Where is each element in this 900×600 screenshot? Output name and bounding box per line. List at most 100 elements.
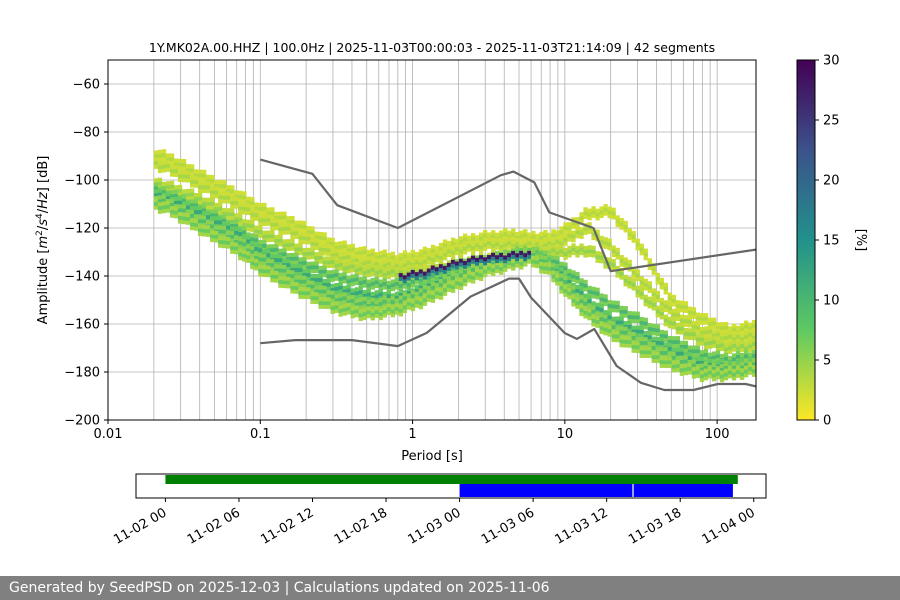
psd-cell [222, 214, 227, 219]
psd-cell [250, 200, 255, 206]
psd-cell [310, 269, 315, 274]
psd-cell [402, 269, 408, 274]
psd-cell [454, 251, 460, 256]
psd-cell [390, 283, 396, 288]
psd-cell [515, 238, 520, 243]
psd-cell [234, 239, 239, 244]
psd-cell [595, 319, 600, 324]
psd-cell [551, 248, 556, 253]
psd-cell [479, 258, 484, 264]
psd-cell [507, 237, 512, 242]
psd-cell [354, 277, 359, 282]
psd-cell [206, 220, 211, 225]
psd-cell [302, 247, 307, 253]
psd-cell [539, 258, 544, 263]
psd-cell [318, 239, 323, 244]
psd-cell [458, 273, 464, 278]
psd-cell [511, 243, 516, 248]
psd-cell [197, 209, 203, 214]
psd-cell [206, 215, 211, 220]
psd-cell [326, 286, 331, 291]
psd-cell [378, 292, 383, 297]
psd-cell [551, 267, 556, 272]
psd-cell [531, 230, 536, 235]
psd-cell [731, 376, 737, 381]
psd-cell [591, 294, 596, 299]
psd-cell [667, 292, 672, 297]
psd-cell [719, 336, 725, 341]
psd-cell [703, 341, 709, 346]
psd-cell [338, 252, 343, 257]
psd-cell [639, 320, 644, 325]
psd-cell [470, 275, 476, 280]
psd-cell [719, 346, 725, 352]
psd-cell [406, 276, 412, 281]
psd-cell [153, 154, 159, 159]
psd-cell [535, 233, 540, 238]
psd-cell [543, 266, 548, 271]
psd-cell [727, 346, 733, 351]
psd-cell [290, 256, 295, 261]
psd-cell [278, 242, 283, 247]
psd-cell [282, 226, 287, 231]
psd-cell [739, 333, 745, 338]
psd-cell [499, 266, 504, 271]
psd-cell [691, 353, 697, 358]
psd-cell [607, 307, 612, 312]
psd-cell [426, 252, 432, 257]
psd-cell [262, 206, 267, 211]
psd-cell [543, 248, 548, 253]
psd-cell [358, 313, 363, 318]
psd-cell [623, 326, 628, 331]
psd-cell [210, 174, 215, 179]
y-tick-label: −120 [64, 222, 100, 237]
psd-cell [623, 343, 628, 348]
psd-cell [707, 325, 713, 330]
psd-cell [571, 217, 576, 222]
psd-cell [322, 301, 327, 306]
psd-cell [214, 213, 219, 218]
psd-cell [731, 347, 737, 352]
psd-cell [270, 226, 275, 231]
psd-cell [519, 254, 524, 259]
psd-cell [161, 168, 167, 173]
psd-cell [571, 234, 576, 239]
psd-cell [390, 293, 396, 298]
psd-cell [362, 249, 367, 254]
psd-cell [751, 331, 756, 336]
psd-cell [430, 285, 436, 290]
psd-cell [679, 355, 685, 360]
psd-cell [222, 199, 227, 204]
psd-cell [206, 181, 211, 186]
psd-cell [254, 213, 259, 218]
psd-cell [246, 223, 251, 228]
psd-cell [723, 343, 729, 348]
psd-cell [374, 255, 379, 260]
psd-cell [306, 236, 311, 241]
psd-cell [551, 244, 556, 249]
psd-cell [751, 372, 756, 377]
psd-cell [442, 252, 448, 257]
psd-cell [615, 338, 620, 343]
psd-cell [667, 316, 672, 321]
psd-cell [739, 361, 745, 366]
psd-cell [398, 256, 404, 261]
psd-cell [571, 251, 576, 256]
psd-cell [675, 363, 681, 368]
psd-cell [246, 239, 251, 244]
psd-cell [647, 323, 652, 328]
psd-cell [314, 265, 319, 270]
psd-cell [619, 330, 624, 335]
psd-cell [274, 257, 279, 263]
psd-cell [318, 243, 323, 248]
psd-cell [222, 225, 227, 230]
psd-cell [627, 314, 632, 319]
psd-cell [663, 290, 668, 295]
psd-cell [671, 336, 677, 341]
psd-cell [153, 157, 159, 162]
psd-cell [366, 253, 371, 258]
psd-cell [169, 172, 175, 177]
psd-cell [262, 272, 267, 277]
psd-cell [603, 310, 608, 315]
psd-cell [711, 340, 717, 345]
